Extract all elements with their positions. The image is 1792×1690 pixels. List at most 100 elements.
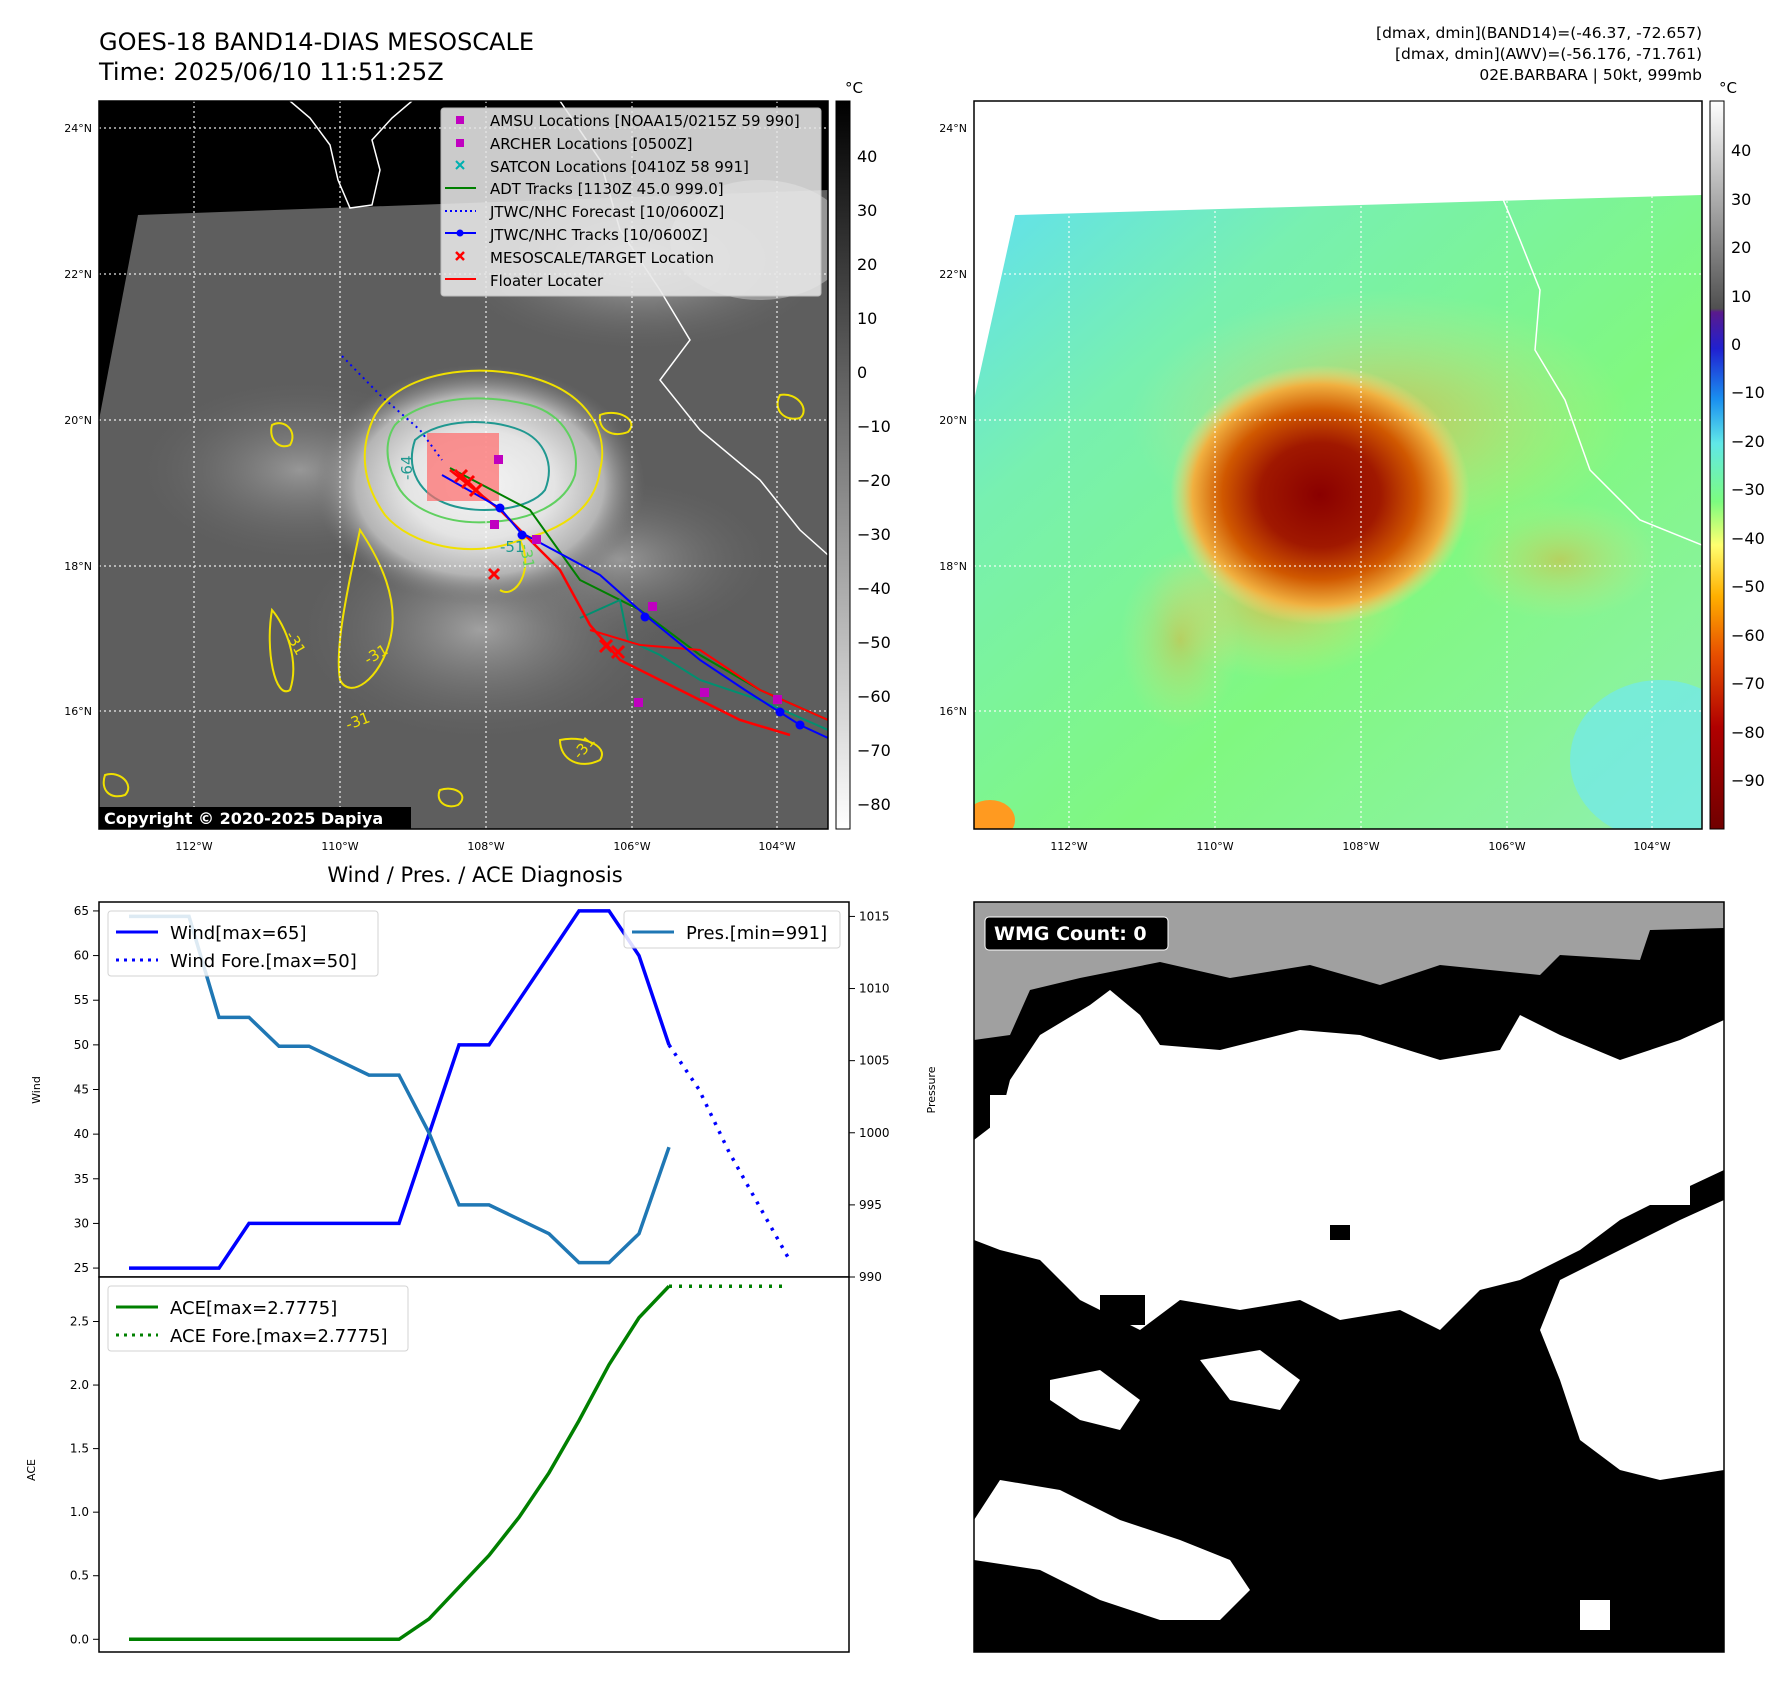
ir-map-panel: -64 -31 -51 -31 -31 -31 -31: [64, 79, 891, 853]
contour-yellow: [363, 369, 604, 551]
svg-text:−40: −40: [857, 579, 891, 598]
copyright-box: [99, 807, 411, 829]
legend-archer: ARCHER Locations [0500Z]: [490, 135, 693, 153]
legend-wind-forecast: Wind Fore.[max=50]: [170, 951, 357, 972]
wmg-count: WMG Count: 0: [994, 923, 1147, 945]
svg-text:22°N: 22°N: [939, 268, 967, 281]
ytick-label: 40: [74, 1127, 89, 1141]
ace-ylabel: ACE: [25, 1459, 38, 1481]
ir-colorbar-ticks: 40 30 20 10 0 −10 −20 −30 −40 −50 −60 −7…: [857, 147, 891, 814]
svg-text:−10: −10: [857, 417, 891, 436]
ytick-label: 2.0: [70, 1378, 89, 1392]
svg-text:22°N: 22°N: [64, 268, 92, 281]
svg-text:10: 10: [857, 309, 877, 328]
wmg-frame: [973, 901, 1725, 1653]
ir-lat-ticks: 24°N 22°N 20°N 18°N 16°N: [64, 122, 92, 718]
svg-text:106°W: 106°W: [1488, 840, 1525, 853]
target-box: [427, 433, 499, 501]
ir-colorbar: [835, 100, 851, 830]
awv-colorbar-unit: °C: [1719, 79, 1737, 97]
svg-text:112°W: 112°W: [175, 840, 212, 853]
ytick-label: 2.5: [70, 1314, 89, 1328]
wmg-white-region: [974, 990, 1724, 1330]
awv-gridlines: [974, 101, 1702, 829]
awv-map-panel: 24°N 22°N 20°N 18°N 16°N 112°W 110°W 108…: [939, 79, 1765, 853]
ytick-label: 1.0: [70, 1505, 89, 1519]
svg-text:16°N: 16°N: [64, 705, 92, 718]
ytick-label: 0.0: [70, 1632, 89, 1646]
svg-text:−20: −20: [857, 471, 891, 490]
svg-text:−80: −80: [857, 795, 891, 814]
svg-text:18°N: 18°N: [939, 560, 967, 573]
svg-text:10: 10: [1731, 287, 1751, 306]
ytick-label: 65: [74, 904, 89, 918]
svg-text:20: 20: [1731, 238, 1751, 257]
svg-text:104°W: 104°W: [758, 840, 795, 853]
legend-pressure: Pres.[min=991]: [686, 923, 827, 944]
ir-lon-ticks: 112°W 110°W 108°W 106°W 104°W: [175, 840, 795, 853]
ytick-label: 55: [74, 993, 89, 1007]
svg-text:30: 30: [857, 201, 877, 220]
legend-ace-forecast: ACE Fore.[max=2.7775]: [170, 1326, 388, 1347]
wmg-label-box: [984, 916, 1169, 951]
svg-text:20: 20: [857, 255, 877, 274]
legend-jtwc-forecast: JTWC/NHC Forecast [10/0600Z]: [489, 203, 724, 221]
info-awv: [dmax, dmin](AWV)=(-56.176, -71.761): [1395, 45, 1702, 63]
jtwc-points: [495, 503, 805, 730]
ytick-label: 25: [74, 1261, 89, 1275]
pressure-ylabel: Pressure: [925, 1066, 938, 1113]
svg-text:−90: −90: [1731, 771, 1765, 790]
svg-text:40: 40: [1731, 141, 1751, 160]
svg-text:−30: −30: [857, 525, 891, 544]
ytick-label: 1.5: [70, 1442, 89, 1456]
svg-text:20°N: 20°N: [64, 414, 92, 427]
svg-text:108°W: 108°W: [467, 840, 504, 853]
svg-text:18°N: 18°N: [64, 560, 92, 573]
svg-text:106°W: 106°W: [613, 840, 650, 853]
ytick-label: 45: [74, 1083, 89, 1097]
contour-label: -64: [398, 456, 416, 481]
ytick-right-label: 1010: [859, 982, 890, 996]
series-line-0: [129, 909, 671, 1270]
ytick-right-label: 1005: [859, 1054, 890, 1068]
awv-colorbar-ticks: 40 30 20 10 0 −10 −20 −30 −40 −50 −60 −7…: [1731, 141, 1765, 790]
svg-text:−10: −10: [1731, 383, 1765, 402]
info-band14: [dmax, dmin](BAND14)=(-46.37, -72.657): [1376, 24, 1702, 42]
ytick-label: 35: [74, 1172, 89, 1186]
svg-text:30: 30: [1731, 190, 1751, 209]
svg-text:−20: −20: [1731, 432, 1765, 451]
wind-pressure-chart: 25 30 35 40 45 50 55 60 65 990 995 1000 1005 1010 101…: [30, 901, 938, 1284]
legend-satcon: SATCON Locations [0410Z 58 991]: [490, 158, 749, 176]
svg-text:−80: −80: [1731, 723, 1765, 742]
wmg-panel: WMG Count: 0: [973, 901, 1725, 1653]
svg-text:20°N: 20°N: [939, 414, 967, 427]
svg-text:−40: −40: [1731, 529, 1765, 548]
diagnosis-title: Wind / Pres. / ACE Diagnosis: [327, 863, 622, 887]
wind-legend: Wind[max=65] Wind Fore.[max=50] Pres.[mi…: [107, 910, 841, 977]
coastline-baja: [289, 101, 413, 209]
archer-points: [490, 455, 782, 707]
contour-label: -51: [500, 538, 525, 556]
svg-text:−60: −60: [1731, 626, 1765, 645]
svg-text:104°W: 104°W: [1633, 840, 1670, 853]
svg-text:−30: −30: [1731, 480, 1765, 499]
svg-text:−70: −70: [857, 741, 891, 760]
contour-green: [386, 397, 577, 524]
legend-adt: ADT Tracks [1130Z 45.0 999.0]: [490, 180, 724, 198]
legend-mesoscale: MESOSCALE/TARGET Location: [490, 249, 714, 267]
awv-lat-ticks: 24°N 22°N 20°N 18°N 16°N: [939, 122, 967, 718]
ace-plot-frame: [98, 1276, 850, 1653]
copyright: Copyright © 2020-2025 Dapiya: [104, 809, 383, 828]
ytick-right-label: 1015: [859, 909, 890, 923]
svg-text:108°W: 108°W: [1342, 840, 1379, 853]
svg-text:−60: −60: [857, 687, 891, 706]
svg-text:−50: −50: [857, 633, 891, 652]
figure-time: Time: 2025/06/10 11:51:25Z: [98, 58, 444, 86]
svg-text:24°N: 24°N: [939, 122, 967, 135]
forecast-track: [341, 355, 443, 461]
legend-wind: Wind[max=65]: [170, 923, 307, 944]
svg-text:0: 0: [1731, 335, 1741, 354]
ir-map-frame: [98, 100, 829, 830]
legend-ace: ACE[max=2.7775]: [170, 1298, 337, 1319]
